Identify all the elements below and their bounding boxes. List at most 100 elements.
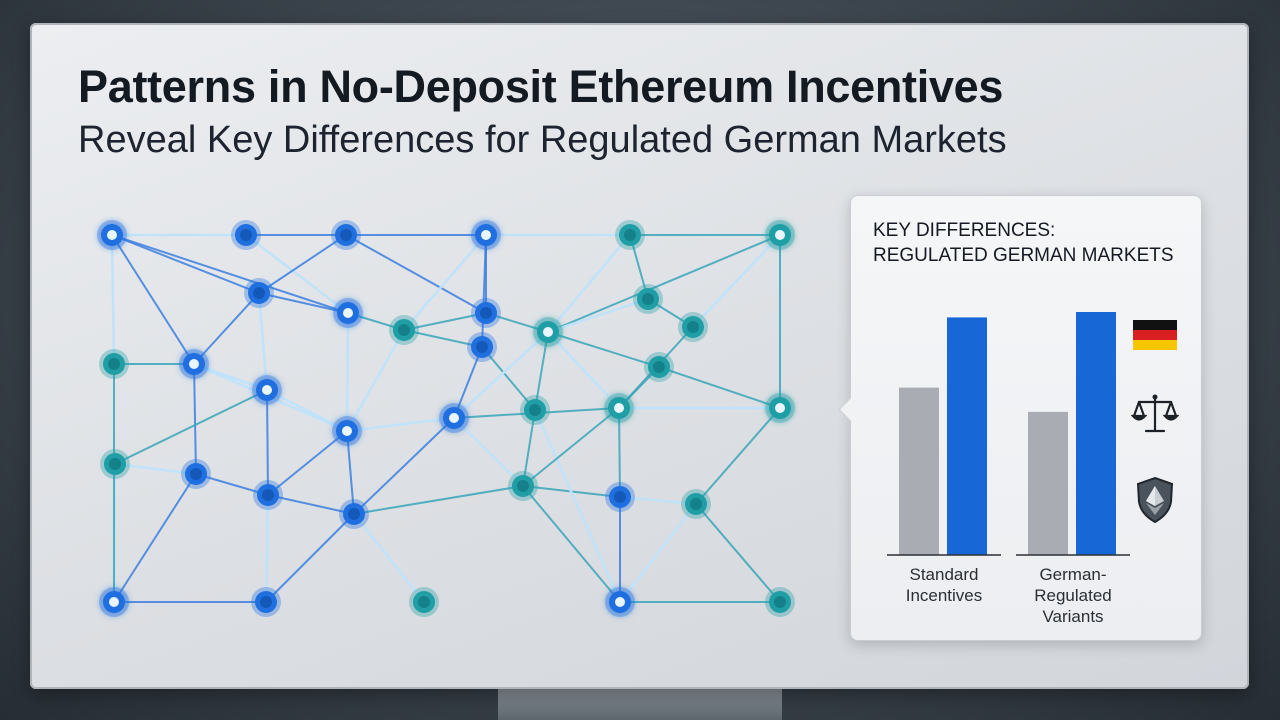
network-node <box>633 284 663 314</box>
network-node <box>333 298 363 328</box>
panel-title-line1: KEY DIFFERENCES: <box>873 220 1056 241</box>
network-edge <box>403 329 483 348</box>
network-edge <box>547 297 649 334</box>
network-edge <box>110 234 116 365</box>
network-node <box>339 499 369 529</box>
x-tick-label-standard: Standard Incentives <box>879 564 1009 606</box>
network-node <box>409 587 439 617</box>
comparison-bar-chart <box>887 312 1130 556</box>
network-edge <box>111 234 195 365</box>
network-graph <box>97 220 795 617</box>
network-edge <box>547 331 620 409</box>
x-tick-label-line: Incentives <box>905 586 983 605</box>
network-edge <box>352 513 426 603</box>
network-edge <box>547 331 660 368</box>
network-node <box>439 403 469 433</box>
network-node <box>99 587 129 617</box>
network-node <box>331 220 361 250</box>
network-edge <box>695 503 781 603</box>
network-edge <box>193 292 260 365</box>
network-edge <box>547 234 631 333</box>
network-node <box>231 220 261 250</box>
network-edge <box>258 234 347 294</box>
x-tick-label-german-regulated: German- Regulated Variants <box>1008 564 1138 627</box>
panel-title-line2: REGULATED GERMAN MARKETS <box>873 245 1174 266</box>
network-edge <box>264 494 270 603</box>
page-title: Patterns in No-Deposit Ethereum Incentiv… <box>78 61 1004 112</box>
network-edge <box>658 366 781 409</box>
bar-blue-0 <box>947 317 987 555</box>
monitor-stand <box>498 688 782 720</box>
network-node <box>99 349 129 379</box>
network-node <box>332 416 362 446</box>
network-edge <box>258 292 349 314</box>
network-node <box>179 349 209 379</box>
network-edge <box>353 485 524 515</box>
network-node <box>508 471 538 501</box>
network-edge <box>265 513 355 603</box>
network-edge <box>345 234 487 314</box>
network-edge <box>346 416 455 433</box>
network-node <box>605 587 635 617</box>
x-tick-label-line: Regulated <box>1034 586 1112 605</box>
network-node <box>765 587 795 617</box>
network-edge <box>453 417 524 487</box>
network-edge <box>453 331 549 419</box>
network-edge <box>193 363 197 475</box>
network-edge <box>695 407 781 505</box>
network-node <box>471 298 501 328</box>
network-edge <box>195 473 269 496</box>
network-edge <box>481 346 536 411</box>
network-node <box>533 317 563 347</box>
network-node <box>253 480 283 510</box>
network-edge <box>522 485 621 603</box>
key-differences-panel: KEY DIFFERENCES: REGULATED GERMAN MARKET… <box>838 195 1202 641</box>
network-edge <box>111 234 260 294</box>
network-node <box>765 220 795 250</box>
network-edge <box>111 234 349 314</box>
bar-gray-0 <box>899 387 939 555</box>
network-edge <box>113 473 197 603</box>
network-edge <box>114 462 197 476</box>
network-node <box>615 220 645 250</box>
network-node <box>471 220 501 250</box>
network-node <box>252 375 282 405</box>
bar-blue-1 <box>1076 312 1116 555</box>
network-node <box>681 489 711 519</box>
network-node <box>765 393 795 423</box>
network-edge <box>522 407 620 487</box>
network-edge <box>619 495 697 506</box>
network-node <box>678 312 708 342</box>
network-edge <box>266 389 269 496</box>
panel-title: KEY DIFFERENCES: REGULATED GERMAN MARKET… <box>873 218 1193 268</box>
bar-gray-1 <box>1028 411 1068 555</box>
network-node <box>251 587 281 617</box>
network-node <box>100 449 130 479</box>
page-subtitle: Reveal Key Differences for Regulated Ger… <box>78 119 1007 161</box>
network-node <box>244 278 274 308</box>
network-node <box>389 315 419 345</box>
x-tick-label-line: German- <box>1039 565 1107 584</box>
x-tick-label-line: Standard <box>909 565 979 584</box>
network-node <box>97 220 127 250</box>
network-edge <box>533 409 622 603</box>
network-edge <box>692 234 781 328</box>
network-edge <box>403 312 487 331</box>
network-edge <box>114 389 268 465</box>
network-edge <box>618 503 698 603</box>
network-edge <box>629 234 649 300</box>
x-tick-label-line: Variants <box>1042 607 1104 626</box>
network-edge <box>245 233 349 315</box>
network-edge <box>345 329 406 432</box>
network-edge <box>257 292 269 391</box>
network-edge <box>345 312 350 432</box>
ethereum-shield-icon <box>1136 476 1174 524</box>
network-node <box>605 482 635 512</box>
network-node <box>467 332 497 362</box>
scales-of-justice-icon <box>1131 394 1179 433</box>
network-edge <box>522 409 536 487</box>
network-edge <box>403 234 487 331</box>
network-node <box>644 352 674 382</box>
network-edge <box>267 430 348 496</box>
network-edge <box>353 417 455 515</box>
